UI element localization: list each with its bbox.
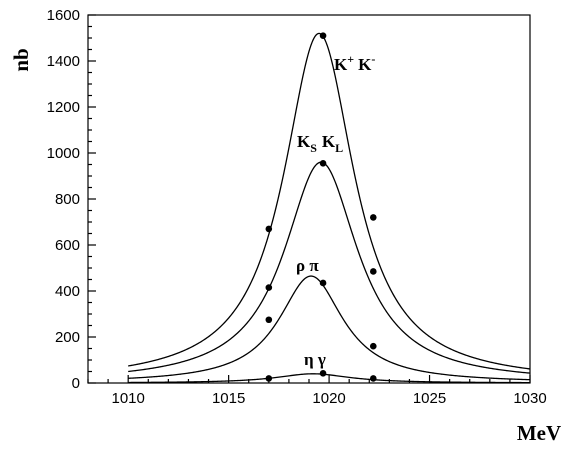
y-tick-label: 0 [72, 375, 80, 392]
series-label-kk-k2: K [358, 55, 372, 74]
series-curves [128, 32, 531, 384]
data-point-kk [265, 225, 273, 233]
series-label-etagamma: η γ [304, 350, 326, 369]
series-label-kk-plus: + [347, 52, 354, 66]
data-point-rhopi [319, 279, 327, 287]
axes [87, 14, 531, 384]
data-point-etagamma [369, 375, 377, 382]
series-label-ksl-s: S [310, 141, 317, 155]
series-label-kk-k1: K [334, 55, 348, 74]
curve-ksl [128, 161, 531, 374]
series-label-rhopi: ρ π [296, 256, 319, 275]
series-label-kk: K+ K- [334, 52, 375, 74]
data-point-rhopi [265, 316, 273, 324]
series-label-ksl-l: L [335, 141, 343, 155]
tick-marks [87, 14, 531, 384]
series-label-ksl-k2: K [322, 132, 336, 151]
data-point-ksl [319, 160, 327, 167]
y-tick-label: 800 [55, 191, 80, 208]
series-label-ksl-k1: K [297, 132, 311, 151]
curve-rhopi [128, 275, 531, 381]
tick-labels: 1010 1015 1020 1025 1030 0 200 400 600 800 1000 120… [47, 7, 547, 407]
data-point-rhopi [369, 342, 377, 350]
data-point-kk [319, 32, 327, 39]
x-tick-label: 1015 [212, 390, 245, 407]
x-tick-label: 1010 [111, 390, 144, 407]
y-tick-label: 1400 [47, 53, 80, 70]
y-tick-label: 200 [55, 329, 80, 346]
y-tick-label: 400 [55, 283, 80, 300]
y-tick-label: 1000 [47, 145, 80, 162]
y-tick-label: 1200 [47, 99, 80, 116]
data-point-ksl [369, 268, 377, 275]
series-label-ksl: KS KL [297, 132, 343, 155]
curve-etagamma [128, 373, 531, 384]
x-axis-label: MeV [517, 421, 561, 445]
data-points [265, 32, 377, 382]
y-tick-label: 600 [55, 237, 80, 254]
y-axis-label: nb [9, 48, 33, 71]
series-label-kk-minus: - [371, 52, 375, 66]
data-point-ksl [265, 284, 273, 291]
x-tick-label: 1020 [312, 390, 345, 407]
curve-kk [128, 32, 531, 370]
y-tick-label: 1600 [47, 7, 80, 24]
data-point-etagamma [265, 375, 273, 382]
x-tick-label: 1030 [513, 390, 546, 407]
plot-frame [87, 14, 531, 384]
data-point-etagamma [319, 370, 327, 377]
data-point-kk [369, 214, 377, 221]
x-tick-label: 1025 [413, 390, 446, 407]
